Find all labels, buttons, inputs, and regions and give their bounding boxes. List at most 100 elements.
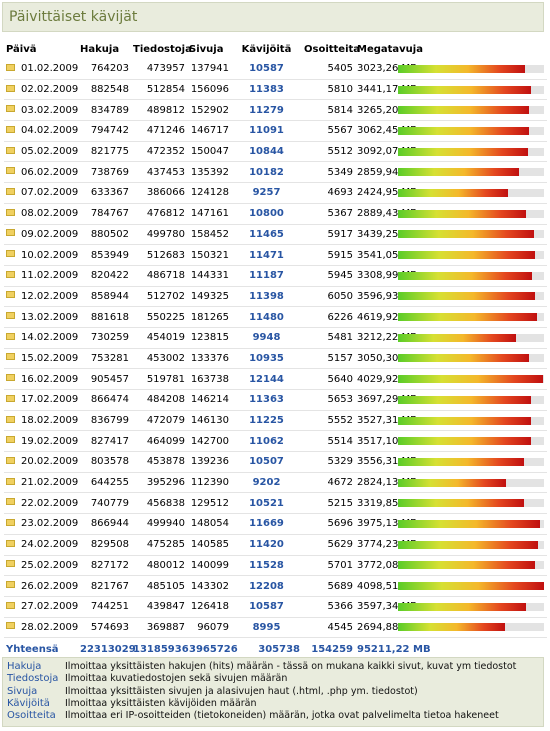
visitors-link[interactable]: 11471 <box>231 244 302 266</box>
visitors-link[interactable]: 10800 <box>231 203 302 225</box>
visitors-link[interactable]: 11669 <box>231 513 302 535</box>
usage-bar <box>398 457 544 466</box>
date-value: 21.02.2009 <box>21 477 79 489</box>
addresses-cell: 5689 <box>302 575 355 597</box>
folder-icon <box>6 601 15 609</box>
hits-cell: 644255 <box>78 472 131 494</box>
table-row: 23.02.2009 866944 499940 148054 11669 5696 397… <box>4 513 548 535</box>
totals-addresses: 154259 <box>311 643 353 655</box>
visitors-link[interactable]: 11383 <box>231 79 302 101</box>
mb-cell: 3975,13 MB <box>355 513 417 535</box>
hits-cell: 834789 <box>78 99 131 122</box>
files-cell: 453878 <box>131 451 187 473</box>
hits-cell: 881618 <box>78 306 131 328</box>
date-value: 27.02.2009 <box>21 601 79 613</box>
date-cell: 18.02.2009 <box>4 410 78 432</box>
visitors-link[interactable]: 11528 <box>231 555 302 577</box>
mb-cell: 3319,85 MB <box>355 492 417 515</box>
pages-cell: 146214 <box>187 389 231 411</box>
mb-cell: 2824,13 MB <box>355 472 417 494</box>
addresses-cell: 5629 <box>302 534 355 556</box>
visitors-link[interactable]: 8995 <box>231 617 302 639</box>
visitors-link[interactable]: 9948 <box>231 327 302 349</box>
usage-bar <box>398 106 544 115</box>
visitors-link[interactable]: 10587 <box>231 596 302 618</box>
pages-cell: 140585 <box>187 534 231 556</box>
table-row: 02.02.2009 882548 512854 156096 11383 5810 344… <box>4 79 548 101</box>
table-row: 01.02.2009 764203 473957 137941 10587 5405 302… <box>4 59 548 80</box>
usage-bar-fill <box>398 209 527 218</box>
bar-cell <box>396 161 548 184</box>
folder-icon <box>6 622 15 630</box>
col-pages: Sivuja <box>189 44 224 55</box>
usage-bar-fill <box>398 375 543 384</box>
usage-bar-fill <box>398 126 530 135</box>
visitors-link[interactable]: 9257 <box>231 182 302 204</box>
bar-cell <box>396 203 548 225</box>
table-row: 16.02.2009 905457 519781 163738 12144 5640 402… <box>4 368 548 390</box>
totals-files: 13185936 <box>133 643 189 655</box>
usage-bar <box>398 623 544 632</box>
visitors-link[interactable]: 9202 <box>231 472 302 494</box>
addresses-cell: 5367 <box>302 203 355 225</box>
visitors-link[interactable]: 11480 <box>231 306 302 328</box>
table-row: 15.02.2009 753281 453002 133376 10935 5157 305… <box>4 348 548 370</box>
files-cell: 499780 <box>131 224 187 246</box>
totals-pages: 3965726 <box>189 643 238 655</box>
bar-cell <box>396 327 548 349</box>
visitors-link[interactable]: 10507 <box>231 451 302 473</box>
date-value: 24.02.2009 <box>21 539 79 551</box>
files-cell: 437453 <box>131 161 187 184</box>
date-cell: 09.02.2009 <box>4 224 78 246</box>
files-cell: 453002 <box>131 348 187 370</box>
bar-cell <box>396 368 548 390</box>
visitors-link[interactable]: 10844 <box>231 141 302 163</box>
visitors-link[interactable]: 11279 <box>231 99 302 122</box>
totals-row: Yhteensä 22313029 13185936 3965726 305738 154… <box>4 638 547 661</box>
visitors-link[interactable]: 10521 <box>231 492 302 515</box>
table-row: 12.02.2009 858944 512702 149325 11398 6050 359… <box>4 286 548 308</box>
legend-term: Kävijöitä <box>7 697 50 709</box>
visitors-link[interactable]: 12144 <box>231 368 302 390</box>
pages-cell: 139236 <box>187 451 231 473</box>
addresses-cell: 5915 <box>302 244 355 266</box>
date-cell: 10.02.2009 <box>4 244 78 266</box>
files-cell: 476812 <box>131 203 187 225</box>
table-row: 14.02.2009 730259 454019 123815 9948 5481 3212… <box>4 327 548 349</box>
pages-cell: 137941 <box>187 59 231 80</box>
table-row: 18.02.2009 836799 472079 146130 11225 5552 352… <box>4 410 548 432</box>
bar-cell <box>396 596 548 618</box>
addresses-cell: 5567 <box>302 120 355 142</box>
visitors-link[interactable]: 11420 <box>231 534 302 556</box>
visitors-link[interactable]: 11225 <box>231 410 302 432</box>
files-cell: 512702 <box>131 286 187 308</box>
date-cell: 13.02.2009 <box>4 306 78 328</box>
date-cell: 22.02.2009 <box>4 492 78 515</box>
visitors-link[interactable]: 11363 <box>231 389 302 411</box>
date-value: 08.02.2009 <box>21 208 79 220</box>
visitors-link[interactable]: 11398 <box>231 286 302 308</box>
folder-icon <box>6 353 15 361</box>
hits-cell: 858944 <box>78 286 131 308</box>
visitors-link[interactable]: 11062 <box>231 430 302 453</box>
visitors-link[interactable]: 10182 <box>231 161 302 184</box>
mb-cell: 3050,30 MB <box>355 348 417 370</box>
files-cell: 512854 <box>131 79 187 101</box>
pages-cell: 156096 <box>187 79 231 101</box>
visitors-link[interactable]: 10935 <box>231 348 302 370</box>
visitors-link[interactable]: 10587 <box>231 59 302 80</box>
visitors-link[interactable]: 11187 <box>231 265 302 287</box>
hits-cell: 836799 <box>78 410 131 432</box>
date-value: 01.02.2009 <box>21 63 79 75</box>
visitors-link[interactable]: 11091 <box>231 120 302 142</box>
hits-cell: 753281 <box>78 348 131 370</box>
visitors-link[interactable]: 12208 <box>231 575 302 597</box>
visitors-link[interactable]: 11465 <box>231 224 302 246</box>
pages-cell: 146130 <box>187 410 231 432</box>
col-hits: Hakuja <box>80 44 120 55</box>
folder-icon <box>6 105 15 113</box>
hits-cell: 784767 <box>78 203 131 225</box>
addresses-cell: 6226 <box>302 306 355 328</box>
folder-icon <box>6 146 15 154</box>
usage-bar <box>398 147 544 156</box>
